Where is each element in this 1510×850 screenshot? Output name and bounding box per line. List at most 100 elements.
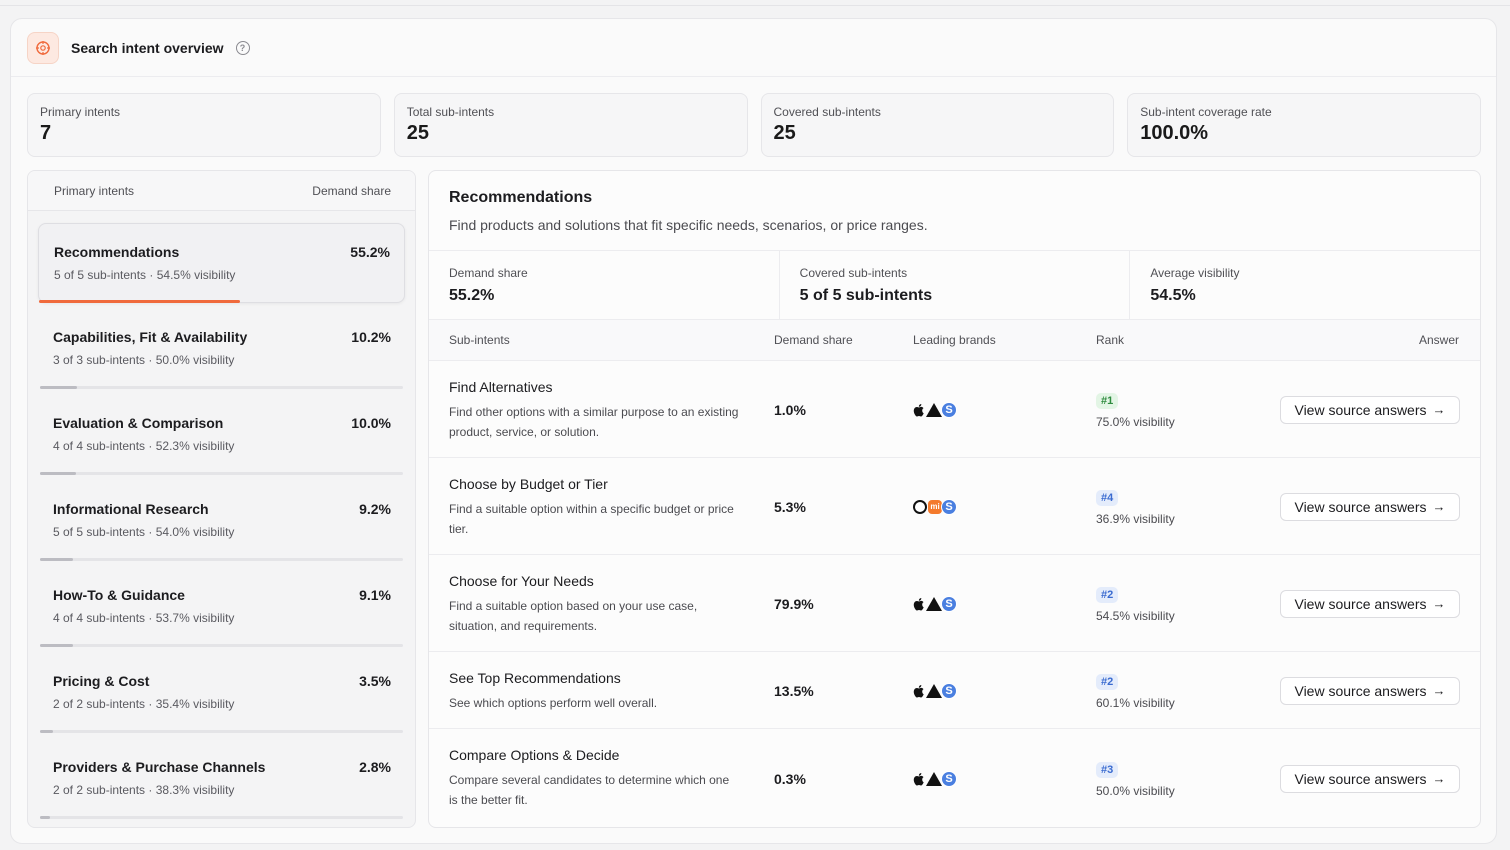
column-header-intents: Primary intents xyxy=(54,183,135,198)
stat-primary-intents: Primary intents 7 xyxy=(27,93,381,157)
table-row: See Top Recommendations See which options… xyxy=(429,652,1480,729)
intent-item[interactable]: Recommendations 55.2% 5 of 5 sub-intents ·… xyxy=(38,223,405,303)
intent-summary: 4 of 4 sub-intents · 53.7% visibility xyxy=(53,611,235,625)
sub-intent-title: Compare Options & Decide xyxy=(449,747,620,763)
demand-share-bar-fill xyxy=(40,644,74,647)
view-source-answers-button[interactable]: View source answers → xyxy=(1280,395,1460,424)
intent-item[interactable]: Pricing & Cost 3.5% 2 of 2 sub-intents · 3… xyxy=(38,653,405,733)
intent-name: Pricing & Cost xyxy=(53,673,150,689)
detail-title: Recommendations xyxy=(449,189,593,206)
arrow-right-icon: → xyxy=(1432,771,1446,786)
stat-label: Demand share xyxy=(449,266,528,280)
sub-intent-cell: See Top Recommendations See which options… xyxy=(449,670,739,713)
detail-stat-demand: Demand share 55.2% xyxy=(429,251,780,319)
sub-intent-title: Choose for Your Needs xyxy=(449,573,594,589)
intent-demand-share: 9.2% xyxy=(359,501,391,517)
demand-share-bar-fill xyxy=(40,472,77,475)
s-brand-icon: S xyxy=(941,498,957,515)
stat-coverage-rate: Sub-intent coverage rate 100.0% xyxy=(1127,93,1481,157)
sub-intent-title: See Top Recommendations xyxy=(449,670,621,686)
intent-row: Recommendations 55.2% xyxy=(54,244,390,260)
intent-item[interactable]: Providers & Purchase Channels 2.8% 2 of 2 … xyxy=(38,739,405,819)
arrow-right-icon: → xyxy=(1432,683,1446,698)
stat-value: 54.5% xyxy=(1150,287,1196,304)
intent-name: How-To & Guidance xyxy=(53,587,185,603)
target-icon xyxy=(27,31,59,64)
sub-intent-description: Find a suitable option within a specific… xyxy=(449,502,734,536)
stat-value: 55.2% xyxy=(449,287,495,304)
rank-visibility: 36.9% visibility xyxy=(1096,511,1175,526)
rank-cell: #2 54.5% visibility xyxy=(1096,585,1175,623)
top-divider xyxy=(0,0,1510,6)
mi-brand-icon: mi xyxy=(928,499,942,514)
apple-brand-icon xyxy=(913,597,925,611)
sub-intent-title: Find Alternatives xyxy=(449,379,553,395)
button-label: View source answers xyxy=(1294,595,1427,612)
rank-cell: #2 60.1% visibility xyxy=(1096,672,1175,710)
detail-stats: Demand share 55.2% Covered sub-intents 5… xyxy=(429,251,1480,320)
intent-row: How-To & Guidance 9.1% xyxy=(53,587,391,603)
intent-demand-share: 9.1% xyxy=(359,587,391,603)
intent-summary: 5 of 5 sub-intents · 54.0% visibility xyxy=(53,525,235,539)
view-source-answers-button[interactable]: View source answers → xyxy=(1280,589,1460,618)
stat-value: 25 xyxy=(406,122,429,144)
column-header-sub-intents: Sub-intents xyxy=(449,333,510,347)
page-title: Search intent overview xyxy=(71,39,224,56)
intent-summary: 4 of 4 sub-intents · 52.3% visibility xyxy=(53,439,235,453)
view-source-answers-button[interactable]: View source answers → xyxy=(1280,676,1460,705)
stat-label: Average visibility xyxy=(1150,266,1240,280)
rank-visibility: 75.0% visibility xyxy=(1096,414,1175,429)
demand-share-bar xyxy=(39,300,404,303)
sub-intent-cell: Choose by Budget or Tier Find a suitable … xyxy=(449,476,739,539)
stat-label: Covered sub-intents xyxy=(773,105,881,119)
rank-badge: #4 xyxy=(1096,489,1119,506)
detail-stat-covered: Covered sub-intents 5 of 5 sub-intents xyxy=(780,251,1131,319)
intent-name: Providers & Purchase Channels xyxy=(53,759,266,775)
sub-intent-description: Find other options with a similar purpos… xyxy=(449,405,739,439)
apple-brand-icon xyxy=(913,772,925,786)
intent-item[interactable]: Informational Research 9.2% 5 of 5 sub-int… xyxy=(38,481,405,561)
triangle-brand-icon xyxy=(926,596,942,611)
leading-brands: S xyxy=(913,770,957,787)
intent-item[interactable]: Evaluation & Comparison 10.0% 4 of 4 sub-i… xyxy=(38,395,405,475)
stat-label: Total sub-intents xyxy=(406,105,495,119)
intent-demand-share: 10.0% xyxy=(351,415,391,431)
column-header-brands: Leading brands xyxy=(913,333,996,347)
demand-share-bar-fill xyxy=(40,730,53,733)
stat-covered-sub-intents: Covered sub-intents 25 xyxy=(760,93,1115,157)
sub-intent-demand: 13.5% xyxy=(774,682,814,699)
button-label: View source answers xyxy=(1294,770,1427,787)
intent-demand-share: 10.2% xyxy=(351,329,391,345)
intent-demand-share: 3.5% xyxy=(359,673,391,689)
rank-badge: #3 xyxy=(1096,761,1119,778)
view-source-answers-button[interactable]: View source answers → xyxy=(1280,492,1460,521)
detail-description: Find products and solutions that fit spe… xyxy=(449,217,928,233)
intent-item[interactable]: Capabilities, Fit & Availability 10.2% 3 o… xyxy=(38,309,405,389)
triangle-brand-icon xyxy=(926,402,942,417)
intent-row: Providers & Purchase Channels 2.8% xyxy=(53,759,391,775)
table-header: Sub-intents Demand share Leading brands … xyxy=(429,320,1480,361)
s-brand-icon: S xyxy=(941,770,957,787)
demand-share-bar-fill xyxy=(40,816,51,819)
table-row: Choose for Your Needs Find a suitable opt… xyxy=(429,555,1480,652)
view-source-answers-button[interactable]: View source answers → xyxy=(1280,764,1460,793)
rank-visibility: 50.0% visibility xyxy=(1096,783,1175,798)
apple-brand-icon xyxy=(913,403,925,417)
intent-name: Evaluation & Comparison xyxy=(53,415,224,431)
stat-value: 5 of 5 sub-intents xyxy=(799,287,933,304)
rank-cell: #1 75.0% visibility xyxy=(1096,391,1175,429)
s-brand-icon: S xyxy=(941,595,957,612)
arrow-right-icon: → xyxy=(1432,499,1446,514)
sub-intent-table: Find Alternatives Find other options with… xyxy=(429,361,1480,827)
sub-intent-demand: 5.3% xyxy=(774,498,806,515)
intent-summary: 3 of 3 sub-intents · 50.0% visibility xyxy=(53,353,235,367)
column-header-share: Demand share xyxy=(312,183,391,198)
intent-demand-share: 2.8% xyxy=(359,759,391,775)
column-header-demand: Demand share xyxy=(774,333,853,347)
summary-stats: Primary intents 7 Total sub-intents 25 C… xyxy=(27,93,1481,157)
triangle-brand-icon xyxy=(926,683,942,698)
column-header-answer: Answer xyxy=(1418,333,1459,347)
intent-item[interactable]: How-To & Guidance 9.1% 4 of 4 sub-intents … xyxy=(38,567,405,647)
s-brand-icon: S xyxy=(941,682,957,699)
help-circle-icon[interactable]: ? xyxy=(235,40,250,55)
